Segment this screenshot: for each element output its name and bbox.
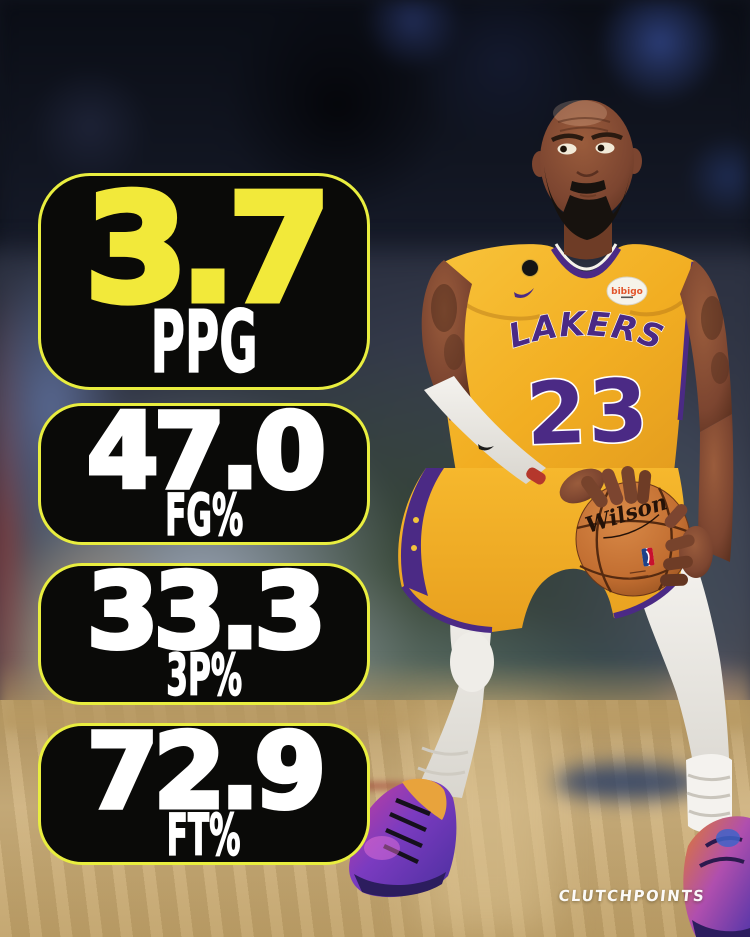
stat-value-ft: 72.9 [84,711,328,832]
stat-box-ppg: 3.7 PPG [38,162,370,393]
sleeve-swoosh-icon [478,444,494,451]
stat-box-3p: 33.3 3P% [38,551,370,709]
nike-swoosh-icon [514,288,534,298]
jersey-number: 23 [525,361,652,465]
stat-label-3p: 3P% [166,642,243,709]
stat-label-ft: FT% [167,802,242,869]
arm-sleeve [424,376,546,485]
court-blue-mark [552,764,702,800]
stat-box-fg: 47.0 FG% [38,391,370,549]
player-arms [421,260,734,562]
nba-logo-icon [641,547,655,567]
stat-value-ppg: 3.7 [81,162,334,335]
player-head [532,100,642,260]
bibigo-patch: bibigo [606,276,648,306]
player-jersey: LAKERS 23 bibigo [438,243,697,472]
player-shoes [349,778,750,937]
stat-value-3p: 33.3 [84,551,328,672]
svg-text:bibigo: bibigo [611,287,643,297]
shoulder-patch [521,259,539,277]
stat-label-ppg: PPG [150,293,258,393]
stat-value-fg: 47.0 [84,391,328,512]
stat-box-ft: 72.9 FT% [38,711,370,869]
player-hands [559,466,713,587]
stat-label-fg: FG% [164,482,244,549]
clutchpoints-watermark: CLUTCHPOINTS [557,888,707,906]
player-illustration: LAKERS 23 bibigo [349,100,750,937]
